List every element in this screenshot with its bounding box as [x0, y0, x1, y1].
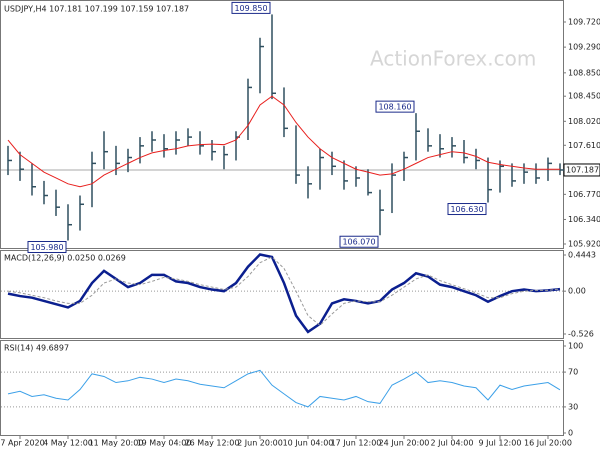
annotation-box [231, 1, 271, 14]
annotation-label: 108.160 [378, 103, 411, 112]
annotation-label: 106.630 [450, 205, 483, 214]
x-tick-label: 16 Jul 20:00 [524, 439, 572, 448]
y-tick-label: 109.720 [568, 18, 600, 27]
x-tick-label: 19 May 04:00 [137, 439, 192, 448]
annotation-label: 106.070 [342, 238, 375, 247]
x-tick-label: 10 Jun 04:00 [283, 439, 334, 448]
y-tick-label: 0.00 [568, 287, 586, 296]
y-tick-label: 108.450 [568, 92, 600, 101]
y-tick-label: 0 [568, 429, 573, 438]
x-tick-label: 2 Jun 20:00 [237, 439, 283, 448]
macd-panel [0, 250, 564, 339]
price-title: USDJPY,H4 107.181 107.199 107.159 107.18… [4, 5, 189, 14]
annotation-box [375, 100, 415, 113]
watermark: ActionForex.com [370, 47, 536, 71]
x-tick-label: 2 Jul 04:00 [431, 439, 474, 448]
x-tick-label: 4 May 12:00 [43, 439, 93, 448]
y-tick-label: 105.920 [568, 240, 600, 249]
y-tick-label: 107.610 [568, 141, 600, 150]
y-tick-label: 106.340 [568, 215, 600, 224]
x-tick-label: 24 Jun 20:00 [379, 439, 430, 448]
x-tick-label: 26 May 12:00 [185, 439, 240, 448]
macd-title: MACD(12,26,9) 0.0250 0.0269 [4, 254, 126, 263]
indicator-line [7, 369, 561, 408]
y-tick-label: 108.020 [568, 117, 600, 126]
x-tick-label: 9 Jul 12:00 [479, 439, 522, 448]
annotation-box [27, 240, 67, 253]
indicator-line [7, 253, 561, 334]
annotation-label: 105.980 [30, 243, 63, 252]
y-tick-label: 0.4443 [568, 251, 596, 260]
x-tick-label: 27 Apr 2020 [0, 439, 45, 448]
annotation-label: 109.850 [234, 4, 267, 13]
y-tick-label: -0.526 [568, 330, 594, 339]
x-tick-label: 17 Jun 12:00 [331, 439, 382, 448]
y-tick-label: 100 [568, 342, 583, 351]
y-tick-label: 30 [568, 402, 578, 411]
rsi-title: RSI(14) 49.6897 [4, 344, 69, 353]
indicator-line [7, 256, 561, 327]
price-panel [0, 0, 564, 249]
y-tick-label: 70 [568, 368, 578, 377]
y-tick-label: 109.290 [568, 43, 600, 52]
y-tick-label: 106.770 [568, 190, 600, 199]
annotation-box [339, 235, 379, 248]
moving-average [7, 95, 560, 188]
current-price-label: 107.187 [566, 165, 599, 174]
x-tick-label: 11 May 20:00 [89, 439, 144, 448]
annotation-box [447, 203, 487, 216]
y-tick-label: 108.850 [568, 68, 600, 77]
rsi-panel [0, 340, 564, 436]
